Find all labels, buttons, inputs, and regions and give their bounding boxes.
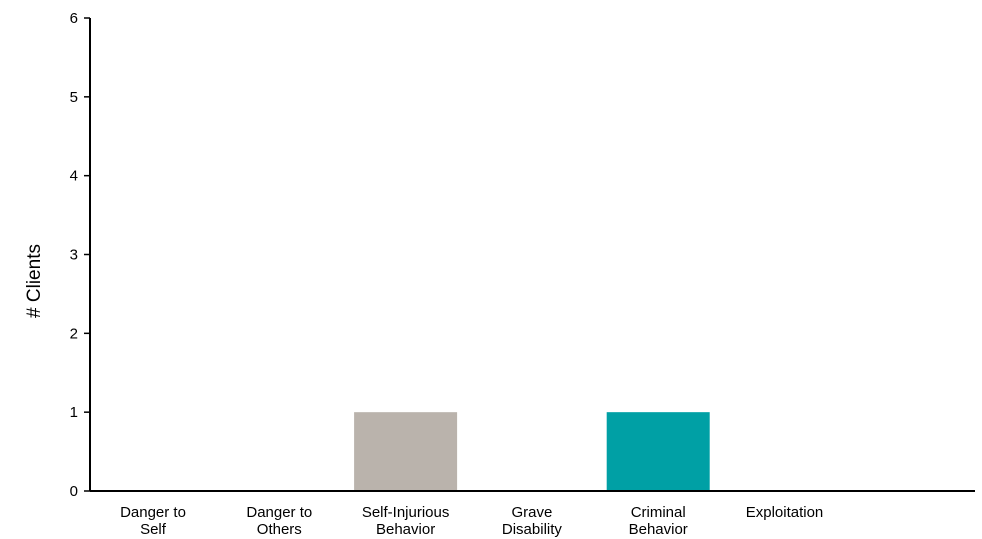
x-tick-label: Criminal Behavior <box>629 504 688 538</box>
x-tick-label: Self-Injurious Behavior <box>362 504 450 538</box>
x-tick-label-line: Self-Injurious <box>362 504 450 521</box>
y-axis-ticks: 0 1 2 3 4 5 6 <box>70 10 90 500</box>
bars <box>354 412 710 491</box>
x-tick-label: Grave Disability <box>502 504 563 538</box>
y-tick-label: 3 <box>70 247 78 264</box>
y-axis-title: # Clients <box>24 244 45 318</box>
y-tick-label: 4 <box>70 168 78 185</box>
x-tick-label: Exploitation <box>746 504 824 521</box>
x-tick-label: Danger to Others <box>246 504 312 538</box>
x-tick-label-line: Grave <box>511 504 552 521</box>
y-tick-label: 1 <box>70 404 78 421</box>
x-tick-label-line: Behavior <box>629 521 688 538</box>
x-tick-label-line: Disability <box>502 521 563 538</box>
bar <box>354 412 458 491</box>
y-tick-label: 5 <box>70 89 78 106</box>
y-tick-label: 2 <box>70 325 78 342</box>
x-tick-label-line: Danger to <box>246 504 312 521</box>
y-tick-label: 0 <box>70 483 78 500</box>
x-tick-label-line: Exploitation <box>746 504 824 521</box>
x-tick-label-line: Self <box>140 521 167 538</box>
x-tick-label-line: Criminal <box>631 504 686 521</box>
x-tick-label: Danger to Self <box>120 504 186 538</box>
x-tick-label-line: Danger to <box>120 504 186 521</box>
y-tick-label: 6 <box>70 10 78 27</box>
x-tick-label-line: Behavior <box>376 521 435 538</box>
x-tick-label-line: Others <box>257 521 302 538</box>
bar <box>606 412 710 491</box>
